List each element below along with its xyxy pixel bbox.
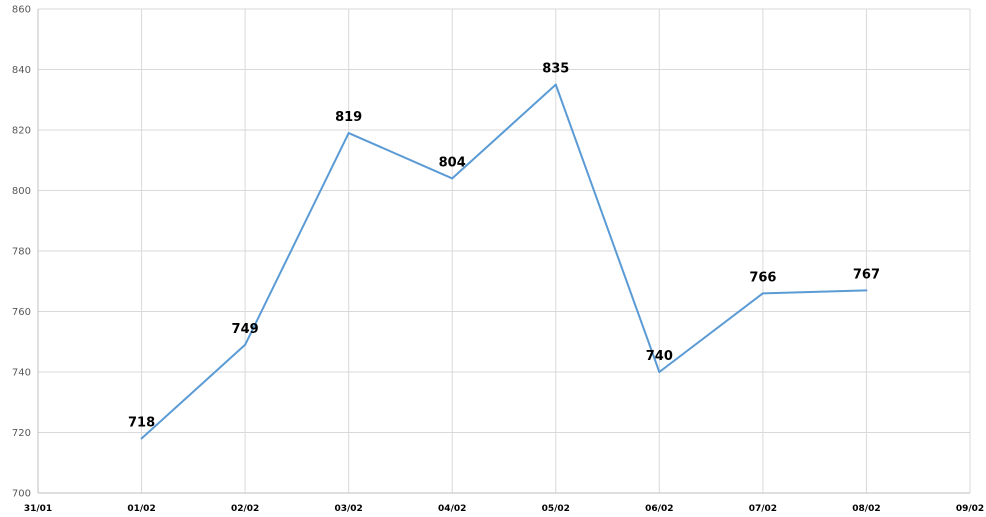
x-tick-label: 04/02 [438,504,466,514]
data-label: 749 [232,322,259,337]
y-tick-label: 800 [12,186,31,197]
data-point [658,371,660,373]
data-label: 740 [646,349,673,364]
x-tick-label: 01/02 [127,504,155,514]
y-tick-label: 760 [12,307,31,318]
data-label: 819 [335,110,362,125]
y-axis-tick-labels: 700 720 740 760 780 800 820 840 860 [12,5,31,500]
x-tick-label: 05/02 [542,504,570,514]
x-tick-label: 03/02 [334,504,362,514]
data-point [555,84,557,86]
y-tick-label: 840 [12,65,31,76]
x-tick-label: 09/02 [956,504,984,514]
data-point [141,438,143,440]
series-group [141,84,868,440]
data-label: 718 [128,416,155,431]
y-tick-label: 740 [12,368,31,379]
series-line [142,85,867,439]
data-labels: 718 749 819 804 835 740 766 767 [128,62,880,431]
y-tick-label: 860 [12,5,31,16]
data-point [865,289,867,291]
y-tick-label: 820 [12,126,31,137]
x-tick-label: 08/02 [852,504,880,514]
data-label: 767 [853,267,880,282]
y-tick-label: 780 [12,247,31,258]
data-label: 835 [542,62,569,77]
horizontal-gridlines [38,9,970,433]
x-axis-tick-labels: 31/01 01/02 02/02 03/02 04/02 05/02 06/02 07/02… [24,504,984,514]
data-label: 804 [439,155,466,170]
x-tick-label: 31/01 [24,504,52,514]
data-point [451,177,453,179]
y-tick-label: 700 [12,489,31,500]
data-point [762,292,764,294]
y-tick-label: 720 [12,428,31,439]
data-point [348,132,350,134]
data-label: 766 [749,270,776,285]
x-tick-label: 07/02 [749,504,777,514]
x-tick-label: 02/02 [231,504,259,514]
data-point [244,344,246,346]
x-tick-label: 06/02 [645,504,673,514]
